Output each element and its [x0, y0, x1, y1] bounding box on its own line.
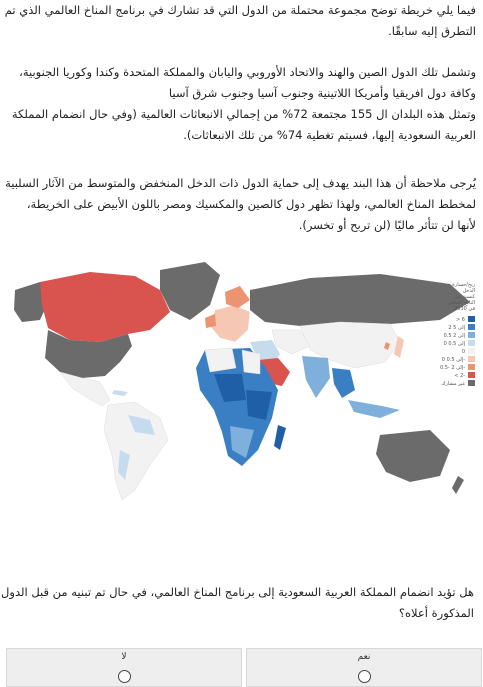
countries-line-2: وكافة دول افريقيا وأمريكا اللاتينية وجنو… — [168, 86, 476, 100]
legend-swatch — [468, 332, 475, 338]
question-line-2: المذكورة أعلاه؟ — [398, 606, 474, 620]
legend-swatch — [468, 372, 475, 378]
map-legend: ربح/خسارة الدخل كنسبة من الناتج المحلي ف… — [440, 282, 476, 387]
legend-label: 0.5- إلى 2- — [440, 365, 465, 371]
legend-swatch — [468, 340, 475, 346]
intro-line-1: فيما يلي خريطة توضح مجموعة محتملة من الد… — [4, 3, 476, 17]
legend-title-4: الناتج المحلي — [448, 300, 475, 306]
legend-title-5: في 2030 — [454, 306, 475, 312]
countries-line-4: العربية السعودية إليها، فسيتم تغطية 74% … — [183, 128, 476, 142]
legend-swatch — [468, 324, 475, 330]
legend-label: > 6 — [456, 317, 465, 323]
intro-line-2: التطرق إليه سابقًا. — [388, 24, 476, 38]
legend-label: 0.5 إلى 2 — [444, 333, 466, 339]
option-no-label: لا — [121, 652, 127, 662]
legend-title-3: كنسبة من — [454, 294, 475, 300]
intro-paragraph: فيما يلي خريطة توضح مجموعة محتملة من الد… — [4, 0, 476, 42]
legend-title-1: ربح/خسارة — [452, 282, 475, 288]
legend-label: 2 إلى 5 — [448, 325, 465, 331]
option-yes-label: نعم — [357, 652, 371, 662]
note-line-3: لأنها لن تتأثر ماليًا (لن تربح أو تخسر). — [298, 218, 476, 232]
world-map-svg: ربح/خسارة الدخل كنسبة من الناتج المحلي ف… — [14, 262, 476, 501]
note-line-2: لمخطط المناخ العالمي، ولهذا تظهر دول كال… — [26, 197, 476, 211]
legend-title-2: الدخل — [463, 288, 475, 294]
legend-swatch — [468, 348, 475, 354]
legend-label: 0 — [462, 349, 465, 355]
countries-line-3: وتمثل هذه البلدان ال 155 مجتمعة 72% من إ… — [11, 107, 476, 121]
legend-swatch — [468, 364, 475, 370]
option-no-radio[interactable] — [118, 670, 131, 683]
legend-label: غير مشارك — [441, 381, 465, 387]
question-line-1: هل تؤيد انضمام المملكة العربية السعودية … — [1, 585, 474, 599]
question-text: هل تؤيد انضمام المملكة العربية السعودية … — [1, 582, 474, 624]
option-no[interactable]: لا — [6, 648, 242, 687]
countries-line-1: وتشمل تلك الدول الصين والهند والاتحاد ال… — [19, 65, 476, 79]
world-map: ربح/خسارة الدخل كنسبة من الناتج المحلي ف… — [10, 250, 482, 510]
legend-swatch — [468, 380, 475, 386]
legend-swatch — [468, 316, 475, 322]
legend-label: < 2- — [454, 373, 465, 379]
note-paragraph: يُرجى ملاحظة أن هذا البند يهدف إلى حماية… — [5, 173, 476, 236]
option-yes-radio[interactable] — [358, 670, 371, 683]
legend-swatch — [468, 356, 475, 362]
option-yes[interactable]: نعم — [246, 648, 482, 687]
legend-label: 0 إلى 0.5- — [442, 357, 465, 363]
countries-paragraph: وتشمل تلك الدول الصين والهند والاتحاد ال… — [8, 62, 476, 146]
legend-label: 0 إلى 0.5 — [444, 341, 466, 347]
note-line-1: يُرجى ملاحظة أن هذا البند يهدف إلى حماية… — [5, 176, 476, 190]
